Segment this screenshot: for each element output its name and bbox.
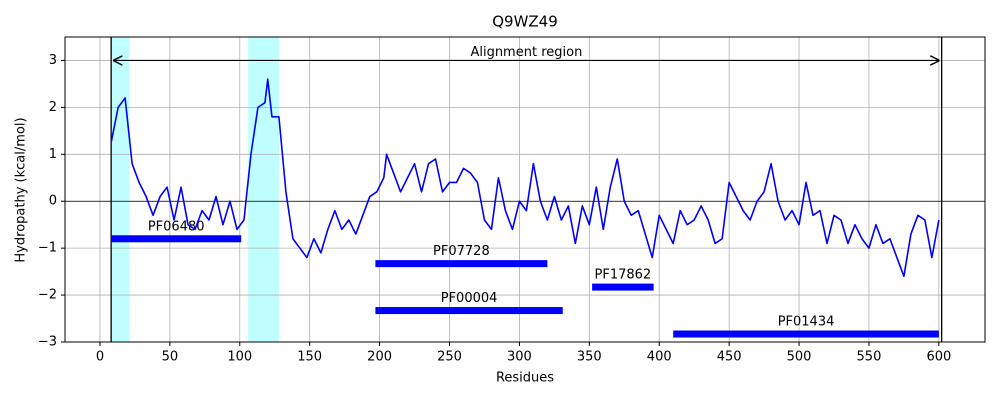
domain-label: PF01434 [778, 315, 835, 330]
y-tick-label: −2 [38, 288, 57, 303]
x-tick-label: 550 [857, 350, 882, 365]
y-tick-label: −1 [38, 241, 57, 256]
x-tick-label: 0 [96, 350, 104, 365]
y-tick-label: 2 [49, 100, 57, 115]
domain-bar [673, 330, 939, 338]
x-tick-label: 400 [647, 350, 672, 365]
highlight-region [111, 37, 130, 342]
hydropathy-line [110, 78, 940, 278]
x-tick-label: 600 [926, 350, 951, 365]
y-axis-label: Hydropathy (kcal/mol) [14, 117, 29, 262]
x-tick-label: 150 [297, 350, 322, 365]
domain-label: PF06480 [148, 219, 205, 234]
x-tick-label: 200 [367, 350, 392, 365]
x-tick-label: 450 [717, 350, 742, 365]
y-tick-label: 0 [49, 194, 57, 209]
highlight-region [248, 37, 279, 342]
chart-title: Q9WZ49 [492, 13, 558, 31]
plot-frame [64, 36, 986, 343]
x-tick-label: 250 [437, 350, 462, 365]
x-tick-label: 500 [787, 350, 812, 365]
x-tick-label: 100 [227, 350, 252, 365]
y-tick-label: 1 [49, 147, 57, 162]
alignment-label: Alignment region [470, 45, 582, 60]
domain-label: PF07728 [433, 244, 490, 259]
x-tick-label: 50 [162, 350, 179, 365]
domain-label: PF17862 [595, 268, 652, 283]
domain-bar [375, 260, 548, 268]
domain-bar [592, 283, 654, 291]
x-axis-label: Residues [496, 371, 554, 386]
x-tick-label: 350 [577, 350, 602, 365]
domain-bar [111, 235, 242, 243]
domain-bar [375, 307, 563, 315]
x-tick-label: 300 [507, 350, 532, 365]
y-tick-label: −3 [38, 335, 57, 350]
y-tick-label: 3 [49, 53, 57, 68]
domain-label: PF00004 [441, 291, 498, 306]
